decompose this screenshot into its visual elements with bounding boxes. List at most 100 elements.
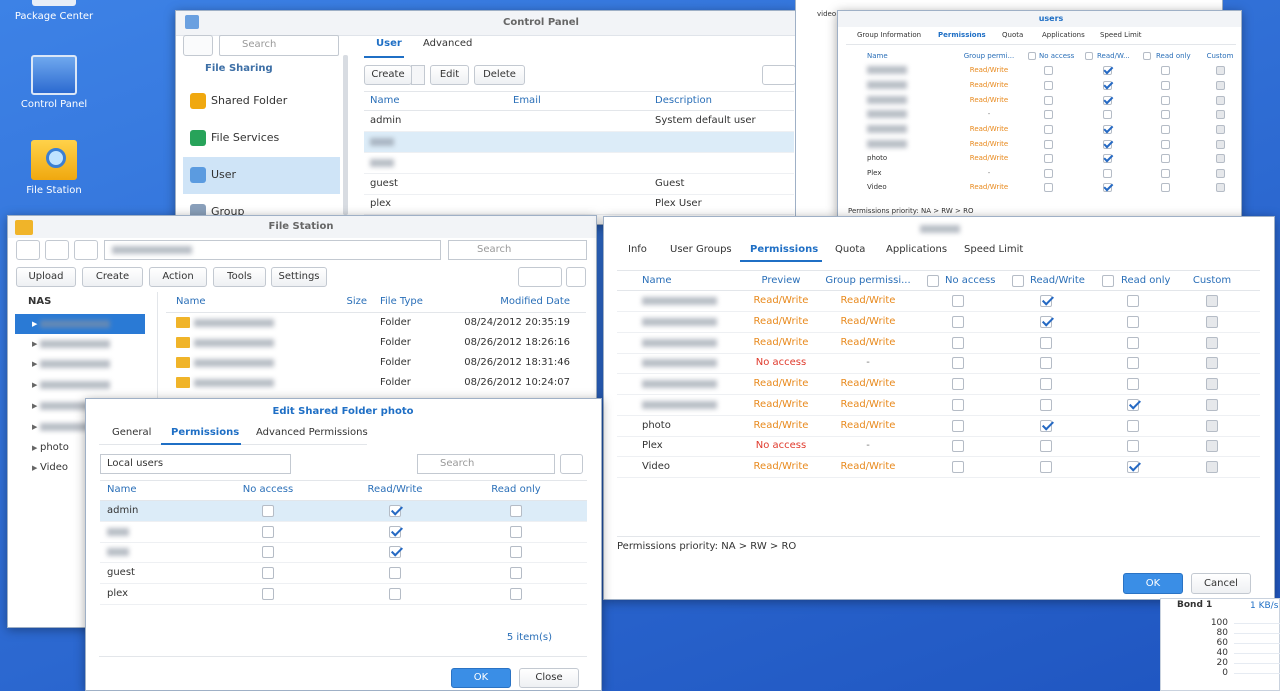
tab[interactable]: Quota [1002, 31, 1024, 39]
table-header [166, 292, 586, 313]
checkbox [1215, 65, 1225, 75]
row-divider [617, 415, 1260, 416]
tab[interactable]: User [376, 38, 402, 49]
modified-date: 08/26/2012 18:31:46 [464, 357, 570, 368]
dropdown-value: Local users [107, 458, 164, 469]
button[interactable] [16, 267, 76, 287]
checkbox [1127, 378, 1139, 390]
redacted-text [867, 140, 907, 148]
checkbox [1143, 52, 1151, 60]
preview-cell: No access [755, 357, 807, 368]
redacted-text [40, 360, 110, 368]
check-mark [1128, 397, 1141, 410]
redacted-text [920, 225, 960, 233]
checkbox [1102, 64, 1114, 75]
button[interactable] [1191, 573, 1251, 594]
checkbox [1040, 378, 1052, 390]
tab[interactable]: Advanced [423, 38, 473, 49]
selected-row [183, 157, 340, 194]
redacted-text [194, 319, 274, 327]
checkbox [1043, 95, 1053, 105]
row-divider [617, 477, 1260, 478]
redacted-text [40, 423, 110, 431]
tab[interactable]: Group Information [857, 31, 922, 39]
name-cell: Plex [642, 440, 663, 451]
tab[interactable]: Advanced Permissions [256, 427, 368, 438]
tab[interactable]: Applications [1042, 31, 1085, 39]
redacted-text [370, 138, 394, 146]
group-permission: Read/Write [840, 337, 896, 348]
tab[interactable]: Applications [886, 244, 948, 255]
button[interactable] [519, 668, 579, 688]
checkbox [1127, 295, 1139, 307]
nav-item[interactable]: File Services [211, 131, 280, 144]
search-placeholder: Search [440, 458, 475, 469]
button[interactable] [430, 65, 469, 85]
nav-item[interactable]: Group [211, 205, 245, 218]
redacted-text [642, 401, 717, 409]
checkbox [952, 316, 964, 328]
checkbox [952, 420, 964, 432]
nav-item[interactable]: Shared Folder [211, 94, 288, 107]
checkbox [510, 526, 522, 538]
tab[interactable]: Permissions [938, 31, 986, 39]
app-icon [15, 220, 33, 235]
redacted-text [194, 379, 274, 387]
checkbox [1206, 440, 1218, 452]
checkbox [1160, 153, 1170, 163]
divider [99, 656, 587, 657]
tree-arrow: ▶ [32, 320, 38, 328]
title-bar [176, 11, 796, 36]
button[interactable] [451, 668, 511, 688]
nav-item[interactable]: User [211, 168, 237, 181]
checkbox [262, 546, 274, 558]
folder-icon [176, 337, 190, 348]
checkbox [952, 337, 964, 349]
file-type: Folder [380, 357, 411, 368]
grid-line [1234, 653, 1280, 654]
group-permission: Read/Write [969, 96, 1009, 104]
tab[interactable]: User Groups [670, 244, 732, 255]
folder-icon [176, 317, 190, 328]
button[interactable] [82, 267, 143, 287]
row-divider [364, 214, 794, 215]
button[interactable] [213, 267, 266, 287]
row-divider [617, 373, 1260, 374]
checkbox [510, 567, 522, 579]
grid-line [1234, 623, 1280, 624]
checkbox [1127, 397, 1141, 411]
tab[interactable]: Info [628, 244, 647, 255]
button[interactable] [149, 267, 207, 287]
checkbox [1215, 153, 1225, 163]
tab[interactable]: Speed Limit [964, 244, 1024, 255]
checkbox [262, 588, 274, 600]
checkbox [1085, 52, 1093, 60]
checkbox [1215, 182, 1225, 192]
tab[interactable]: General [112, 427, 152, 438]
button-label: Create [95, 271, 130, 282]
group-permission: Read/Write [840, 420, 896, 431]
tab[interactable]: Quota [835, 244, 866, 255]
dialog-title: Edit Shared Folder photo [272, 406, 414, 417]
button[interactable] [271, 267, 327, 287]
tab[interactable]: Speed Limit [1100, 31, 1142, 39]
checkbox [1206, 337, 1218, 349]
redacted-text [112, 246, 192, 254]
button-label: OK [1145, 577, 1161, 589]
button[interactable] [474, 65, 525, 85]
preview-cell: Read/Write [753, 378, 809, 389]
sort-button [566, 267, 586, 287]
nav-button [16, 240, 40, 260]
column-header: File Type [380, 296, 423, 307]
column-header: Name [176, 296, 206, 307]
tab[interactable]: Permissions [171, 427, 240, 438]
group-permission: - [987, 110, 991, 118]
name-cell: plex [370, 198, 392, 209]
checkbox [952, 295, 964, 307]
modified-date: 08/26/2012 10:24:07 [464, 377, 570, 388]
checkbox [1215, 139, 1225, 149]
section-header: File Sharing [205, 63, 273, 74]
tab[interactable]: Permissions [750, 244, 819, 255]
button[interactable] [1123, 573, 1183, 594]
